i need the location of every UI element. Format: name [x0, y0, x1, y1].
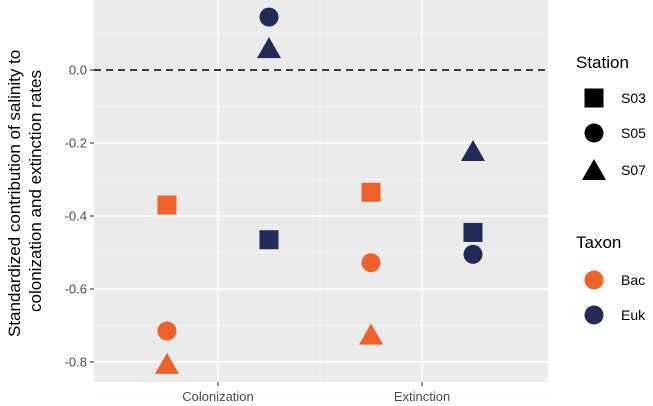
plot-panel: [94, 0, 548, 382]
point-extinction-bac-s05: [361, 253, 381, 273]
x-axis-ticks: Colonization Extinction: [182, 382, 450, 404]
legend-title-taxon: Taxon: [576, 233, 621, 252]
x-tick-label: Extinction: [394, 389, 450, 404]
point-colonization-euk-s07: [257, 37, 281, 59]
y-tick-label: -0.2: [65, 136, 87, 151]
point-colonization-bac-s07: [155, 352, 179, 374]
y-axis-title-line-2: colonization and extinction rates: [26, 70, 45, 312]
y-tick-label: -0.6: [65, 282, 87, 297]
legend-key-s03: [584, 88, 604, 108]
legend-title-station: Station: [576, 53, 629, 72]
legend-label-s05: S05: [621, 125, 646, 141]
y-tick-label: -0.8: [65, 355, 87, 370]
point-extinction-euk-s07: [461, 140, 485, 162]
point-colonization-bac-s05: [157, 321, 177, 341]
legend-label-bac: Bac: [621, 272, 645, 288]
data-points: [155, 7, 485, 374]
point-extinction-bac-s03: [361, 182, 381, 202]
point-extinction-euk-s03: [463, 222, 483, 242]
legend-key-euk: [584, 305, 604, 325]
y-tick-label: 0.0: [69, 63, 87, 78]
y-axis-ticks: 0.0 -0.2 -0.4 -0.6 -0.8: [65, 63, 94, 370]
point-colonization-euk-s03: [259, 230, 279, 250]
point-extinction-bac-s07: [359, 323, 383, 345]
y-tick-label: -0.4: [65, 209, 87, 224]
y-axis-title: Standardized contribution of salinity to…: [5, 45, 45, 337]
point-extinction-euk-s05: [463, 244, 483, 264]
legend-label-euk: Euk: [621, 307, 646, 323]
y-axis-title-line-1: Standardized contribution of salinity to: [5, 50, 24, 337]
legend-label-s07: S07: [621, 162, 646, 178]
point-colonization-euk-s05: [259, 7, 279, 27]
legend-key-s05: [584, 123, 604, 143]
point-colonization-bac-s03: [157, 195, 177, 215]
legend-key-bac: [584, 270, 604, 290]
legend-label-s03: S03: [621, 90, 646, 106]
x-tick-label: Colonization: [182, 389, 254, 404]
legends: Station S03 S05 S07 Taxon Bac Euk: [576, 53, 646, 331]
legend-key-s07: [582, 159, 606, 180]
